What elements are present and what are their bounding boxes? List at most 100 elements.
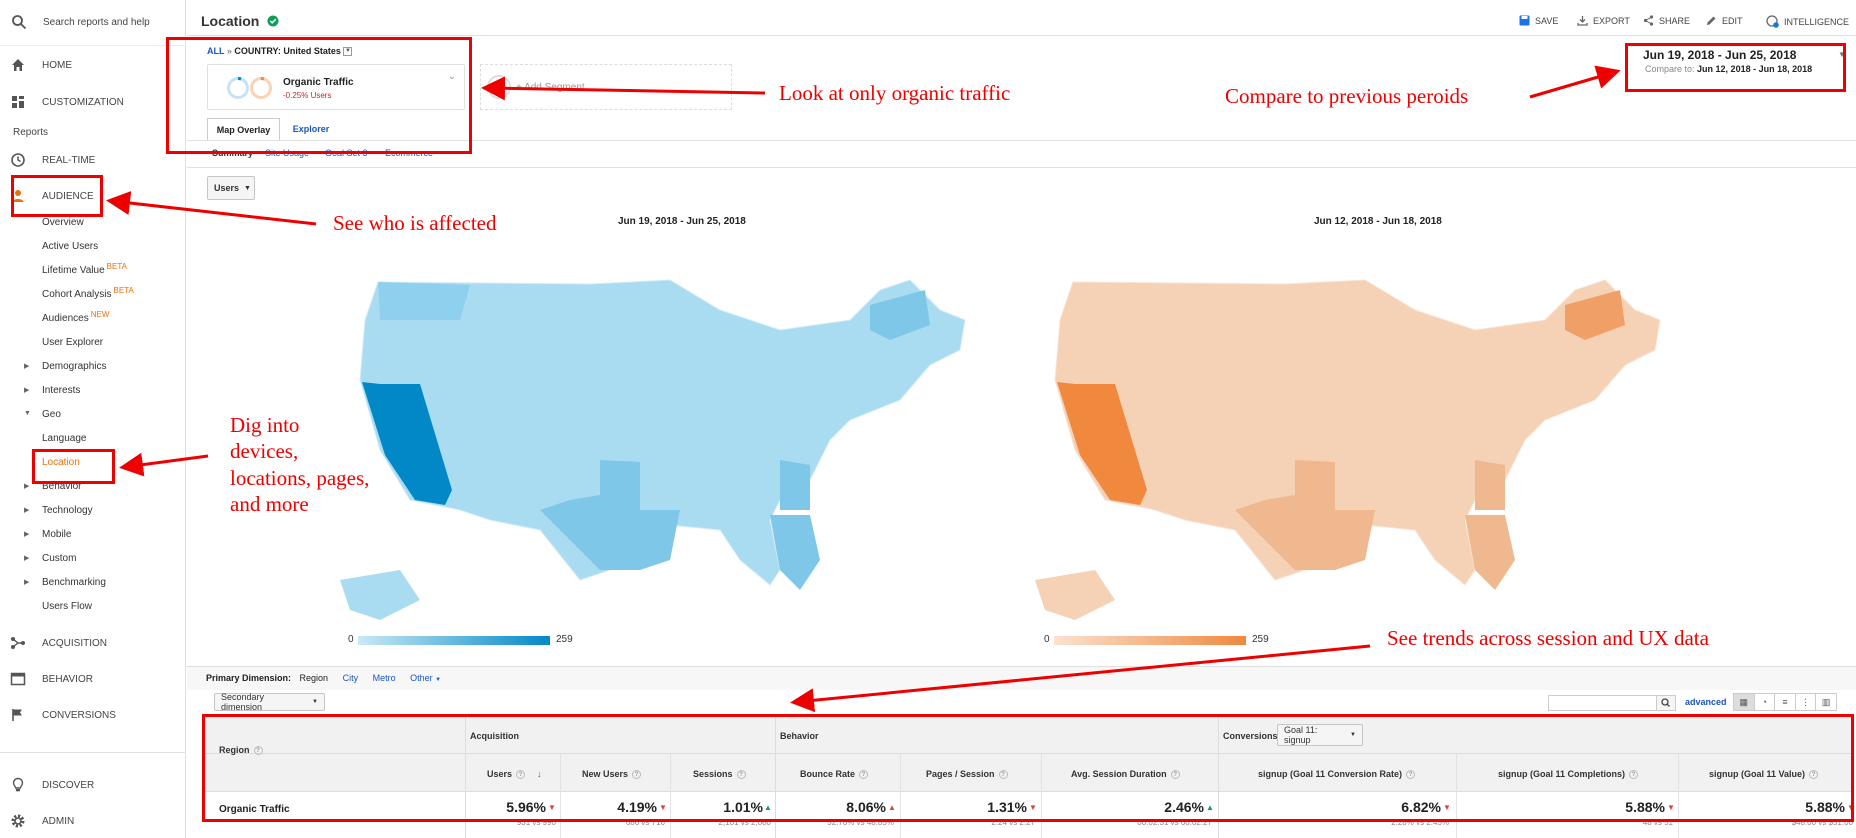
- grid-view-icon[interactable]: ▦: [1734, 694, 1755, 710]
- tab-map-overlay[interactable]: Map Overlay: [207, 118, 280, 140]
- help-icon: ?: [859, 770, 869, 780]
- caret-right-icon: ▶: [24, 483, 30, 490]
- sidebar-item-lifetime-value[interactable]: Lifetime Value BETA: [42, 262, 127, 276]
- sidebar-item-overview[interactable]: Overview: [42, 217, 84, 228]
- dim-other[interactable]: Other: [410, 673, 433, 683]
- col-value[interactable]: signup (Goal 11 Value)?: [1709, 769, 1819, 780]
- breadcrumb-all[interactable]: ALL: [207, 46, 225, 56]
- col-conv-rate[interactable]: signup (Goal 11 Conversion Rate)?: [1258, 769, 1416, 780]
- sidebar-item-behavior-sub[interactable]: Behavior: [42, 481, 82, 492]
- comparison-view-icon[interactable]: ⋮: [1796, 694, 1817, 710]
- page-title: Location: [201, 13, 279, 29]
- val-avg-session: 2.46%: [1164, 799, 1204, 815]
- behavior-icon: [10, 672, 26, 686]
- region-new-york: [1565, 290, 1625, 340]
- annotation-trends: See trends across session and UX data: [1387, 626, 1709, 650]
- primary-dimension: Primary Dimension: Region City Metro Oth…: [206, 673, 441, 683]
- sidebar-item-interests[interactable]: Interests: [42, 385, 81, 396]
- add-segment-label: + Add Segment: [516, 82, 585, 93]
- sidebar-item-audience[interactable]: AUDIENCE: [0, 183, 186, 209]
- caret-right-icon: ▶: [24, 555, 30, 562]
- sidebar-item-technology[interactable]: Technology: [42, 505, 93, 516]
- sidebar-item-active-users[interactable]: Active Users: [42, 241, 99, 252]
- sub-bounce-rate: 52.78% vs 48.85%: [827, 818, 894, 827]
- tab-explorer[interactable]: Explorer: [292, 124, 330, 134]
- dim-metro[interactable]: Metro: [372, 673, 396, 683]
- bar-view-icon[interactable]: ≡: [1775, 694, 1796, 710]
- col-bounce-rate[interactable]: Bounce Rate?: [800, 769, 869, 780]
- sidebar-item-audiences[interactable]: Audiences NEW: [42, 310, 109, 324]
- right-scale-min: 0: [1044, 634, 1050, 645]
- sidebar-item-geo[interactable]: Geo: [42, 409, 61, 420]
- col-completions[interactable]: signup (Goal 11 Completions)?: [1498, 769, 1639, 780]
- save-label: SAVE: [1535, 15, 1559, 26]
- date-range[interactable]: Jun 19, 2018 - Jun 25, 2018: [1643, 48, 1797, 62]
- val-new-users: 4.19%: [617, 799, 657, 815]
- chevron-down-icon[interactable]: ▼: [343, 47, 353, 57]
- sidebar-item-location[interactable]: Location: [42, 457, 80, 468]
- sidebar-item-language[interactable]: Language: [42, 433, 87, 444]
- pivot-view-icon[interactable]: ▥: [1821, 697, 1831, 707]
- col-new-users[interactable]: New Users?: [582, 769, 642, 780]
- compare-range[interactable]: Compare to: Jun 12, 2018 - Jun 18, 2018: [1645, 64, 1812, 74]
- sidebar-item-conversions[interactable]: CONVERSIONS: [0, 702, 186, 728]
- val-pages-session: 1.31%: [987, 799, 1027, 815]
- annotation-organic: Look at only organic traffic: [779, 81, 1011, 105]
- segment-card[interactable]: Organic Traffic -0.25% Users ⌄: [207, 64, 465, 110]
- col-avg-session[interactable]: Avg. Session Duration?: [1071, 769, 1180, 780]
- edit-button[interactable]: EDIT: [1706, 15, 1743, 26]
- share-button[interactable]: SHARE: [1643, 15, 1690, 26]
- advanced-link[interactable]: advanced: [1685, 697, 1727, 707]
- sidebar-search[interactable]: Search reports and help: [0, 0, 186, 46]
- sidebar-item-realtime[interactable]: REAL-TIME: [0, 147, 186, 173]
- sidebar-item-admin[interactable]: ADMIN: [0, 808, 186, 834]
- pie-view-icon[interactable]: ◔: [1755, 694, 1776, 710]
- val-conv-rate: 6.82%: [1401, 799, 1441, 815]
- export-button[interactable]: EXPORT: [1577, 15, 1630, 26]
- right-map[interactable]: [1035, 270, 1675, 630]
- sidebar-item-discover[interactable]: DISCOVER: [0, 772, 186, 798]
- chevron-down-icon[interactable]: ▼: [1838, 50, 1846, 59]
- col-pages-session[interactable]: Pages / Session?: [926, 769, 1008, 780]
- save-button[interactable]: SAVE: [1519, 15, 1558, 26]
- sidebar-item-cohort[interactable]: Cohort Analysis BETA: [42, 286, 134, 300]
- sidebar-item-customization[interactable]: CUSTOMIZATION: [0, 89, 186, 115]
- sidebar-item-demographics[interactable]: Demographics: [42, 361, 107, 372]
- goal-select[interactable]: Goal 11: signup ▼: [1277, 724, 1363, 746]
- region-header[interactable]: Region?: [219, 745, 263, 756]
- chevron-down-icon[interactable]: ⌄: [447, 71, 456, 82]
- sidebar-item-users-flow[interactable]: Users Flow: [42, 601, 93, 612]
- sidebar-item-mobile[interactable]: Mobile: [42, 529, 72, 540]
- dim-region[interactable]: Region: [299, 673, 329, 683]
- search-icon: [1661, 698, 1670, 707]
- col-users[interactable]: Users? ↓: [487, 769, 542, 780]
- secondary-dimension-button[interactable]: Secondary dimension ▼: [214, 692, 325, 712]
- sidebar-item-user-explorer[interactable]: User Explorer: [42, 337, 104, 348]
- breadcrumb-sep: »: [226, 46, 232, 56]
- col-label: New Users: [582, 769, 629, 779]
- table-search-button[interactable]: [1656, 695, 1676, 711]
- intelligence-button[interactable]: INTELLIGENCE: [1766, 15, 1849, 28]
- dim-city[interactable]: City: [342, 673, 359, 683]
- arrow-down-icon: ▼: [1029, 803, 1037, 812]
- left-map[interactable]: [340, 270, 980, 630]
- sidebar-item-custom[interactable]: Custom: [42, 553, 77, 564]
- sidebar-item-acquisition[interactable]: ACQUISITION: [0, 630, 186, 656]
- caret-right-icon: ▶: [24, 579, 30, 586]
- region-california: [362, 382, 452, 505]
- arrow-down-icon: ▼: [1443, 803, 1451, 812]
- behavior-header: Behavior: [780, 731, 819, 741]
- sidebar-item-label: BEHAVIOR: [42, 674, 93, 685]
- sub-conv-rate: 2.28% vs 2.45%: [1391, 818, 1449, 827]
- sidebar-item-benchmarking[interactable]: Benchmarking: [42, 577, 106, 588]
- region-header-label: Region: [219, 745, 250, 755]
- add-segment-button[interactable]: + Add Segment: [480, 64, 732, 110]
- col-sessions[interactable]: Sessions?: [693, 769, 746, 780]
- metric-select[interactable]: Users ▼: [207, 176, 255, 200]
- sidebar-item-behavior[interactable]: BEHAVIOR: [0, 666, 186, 692]
- divider: [1041, 754, 1042, 838]
- sidebar-item-home[interactable]: HOME: [0, 52, 186, 78]
- search-icon: [12, 15, 27, 30]
- pencil-icon: [1707, 16, 1716, 25]
- col-label: Sessions: [693, 769, 733, 779]
